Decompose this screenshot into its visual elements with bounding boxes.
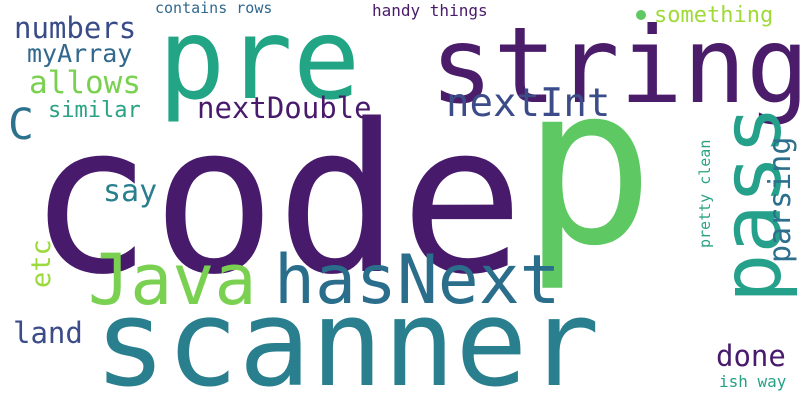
word-c: C <box>8 100 34 150</box>
word-done: done <box>716 339 786 373</box>
word-pretty-clean: pretty clean <box>696 139 714 248</box>
word-nextdouble: nextDouble <box>197 91 372 125</box>
dot-mark <box>636 10 646 20</box>
word-myarray: myArray <box>27 39 133 68</box>
word-similar: similar <box>48 98 141 123</box>
word-handy-things: handy things <box>372 1 488 20</box>
word-something: something <box>654 3 774 28</box>
word-say: say <box>103 174 158 209</box>
word-contains-rows: contains rows <box>155 0 273 17</box>
word-code: code <box>28 80 525 320</box>
word-parsing: parsing <box>763 136 798 263</box>
word-allows: allows <box>29 65 141 101</box>
word-etc: etc <box>26 239 57 288</box>
word-scanner: scanner <box>94 275 600 400</box>
word-p: p <box>522 38 655 294</box>
word-nextint: nextInt <box>446 81 611 126</box>
word-java: Java <box>88 239 257 321</box>
word-hasnext: hasNext <box>274 241 561 320</box>
word-string: string <box>430 5 800 127</box>
word-land: land <box>13 316 83 350</box>
word-numbers: numbers <box>14 11 137 45</box>
word-pre: pre <box>158 0 361 125</box>
word-ish-way: ish way <box>719 372 787 391</box>
